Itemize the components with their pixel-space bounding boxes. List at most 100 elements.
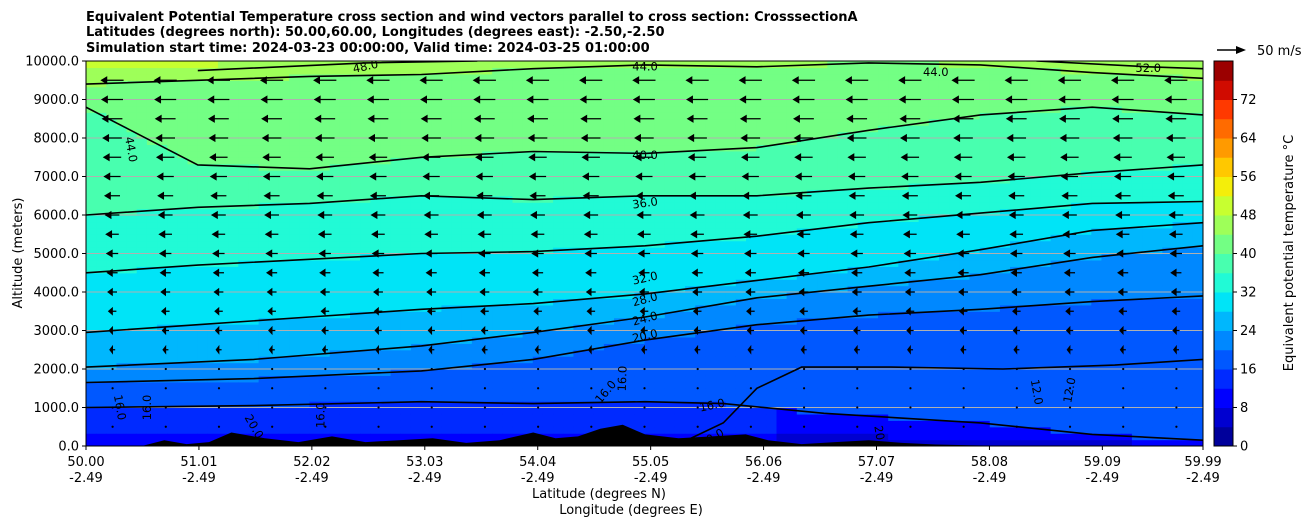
temperature-cell (258, 215, 270, 223)
temperature-cell (96, 176, 107, 184)
temperature-cell (410, 221, 422, 229)
temperature-cell (857, 304, 869, 312)
temperature-cell (136, 93, 148, 101)
temperature-cell (644, 67, 656, 75)
temperature-cell (319, 394, 331, 402)
temperature-cell (786, 343, 798, 351)
temperature-cell (512, 369, 524, 377)
temperature-cell (512, 170, 524, 178)
temperature-cell (766, 195, 778, 203)
temperature-cell (674, 125, 686, 133)
temperature-cell (86, 234, 97, 242)
temperature-cell (725, 247, 737, 255)
temperature-cell (553, 189, 564, 197)
temperature-cell (96, 227, 107, 235)
temperature-cell (827, 304, 839, 312)
temperature-cell (86, 420, 97, 428)
temperature-cell (776, 253, 788, 261)
temperature-cell (867, 285, 879, 293)
temperature-cell (218, 150, 229, 158)
temperature-cell (268, 138, 280, 146)
temperature-cell (614, 298, 625, 306)
temperature-cell (898, 61, 910, 69)
temperature-cell (522, 285, 534, 293)
temperature-cell (339, 208, 351, 216)
temperature-cell (228, 99, 239, 107)
temperature-cell (796, 138, 808, 146)
temperature-cell (918, 189, 930, 197)
temperature-cell (735, 227, 747, 235)
temperature-cell (512, 73, 524, 81)
temperature-cell (715, 413, 727, 421)
temperature-cell (400, 170, 412, 178)
temperature-cell (360, 112, 371, 120)
temperature-cell (603, 259, 615, 267)
temperature-cell (796, 73, 808, 81)
temperature-cell (878, 118, 889, 126)
temperature-cell (502, 202, 514, 210)
temperature-cell (715, 259, 727, 267)
temperature-cell (563, 266, 575, 274)
temperature-cell (908, 394, 920, 402)
temperature-cell (766, 381, 778, 389)
temperature-cell (563, 413, 575, 421)
temperature-cell (705, 304, 717, 312)
temperature-cell (380, 176, 392, 184)
temperature-cell (837, 362, 849, 370)
temperature-cell (695, 349, 707, 357)
temperature-cell (553, 401, 564, 409)
temperature-cell (116, 259, 128, 267)
temperature-cell (563, 394, 575, 402)
temperature-cell (329, 401, 341, 409)
temperature-cell (614, 208, 625, 216)
temperature-cell (888, 426, 899, 434)
temperature-cell (664, 189, 676, 197)
temperature-cell (796, 394, 808, 402)
temperature-cell (390, 272, 402, 280)
temperature-cell (878, 266, 889, 274)
temperature-cell (461, 221, 473, 229)
temperature-cell (766, 401, 778, 409)
temperature-cell (136, 324, 148, 332)
temperature-cell (116, 234, 128, 242)
temperature-cell (86, 93, 97, 101)
temperature-cell (806, 80, 818, 88)
temperature-cell (329, 125, 341, 133)
temperature-cell (817, 407, 828, 415)
temperature-cell (522, 349, 534, 357)
temperature-cell (888, 189, 899, 197)
temperature-cell (258, 330, 270, 338)
temperature-cell (248, 131, 260, 139)
temperature-cell (350, 118, 361, 126)
temperature-cell (878, 349, 889, 357)
temperature-cell (278, 215, 290, 223)
temperature-cell (827, 292, 839, 300)
temperature-cell (218, 86, 229, 94)
temperature-cell (238, 304, 250, 312)
temperature-cell (207, 131, 219, 139)
temperature-cell (674, 266, 686, 274)
temperature-cell (624, 202, 635, 210)
temperature-cell (451, 234, 463, 242)
temperature-cell (624, 413, 635, 421)
temperature-cell (268, 118, 280, 126)
temperature-cell (248, 388, 260, 396)
temperature-cell (339, 433, 351, 441)
temperature-cell (350, 298, 361, 306)
temperature-cell (380, 138, 392, 146)
temperature-cell (553, 259, 564, 267)
temperature-cell (664, 330, 676, 338)
temperature-cell (857, 247, 869, 255)
temperature-cell (695, 272, 707, 280)
temperature-cell (898, 420, 910, 428)
temperature-cell (86, 343, 97, 351)
temperature-cell (410, 163, 422, 171)
temperature-cell (827, 170, 839, 178)
temperature-cell (756, 279, 767, 287)
temperature-cell (441, 381, 453, 389)
temperature-cell (654, 234, 666, 242)
temperature-cell (573, 343, 585, 351)
temperature-cell (106, 292, 118, 300)
temperature-cell (106, 420, 118, 428)
temperature-cell (329, 336, 341, 344)
